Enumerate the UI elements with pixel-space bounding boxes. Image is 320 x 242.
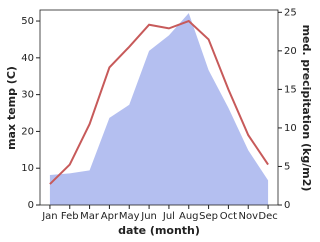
y-tick-label: 20 [21, 126, 34, 137]
y2-tick-label: 25 [284, 7, 297, 18]
y2-axis-label: med. precipitation (kg/m2) [300, 25, 313, 192]
y-tick-label: 50 [21, 16, 34, 27]
y-axis-label: max temp (C) [5, 66, 18, 150]
y-tick-label: 40 [21, 53, 34, 64]
y-tick-label: 30 [21, 90, 34, 101]
x-tick-label: Jun [140, 211, 157, 222]
x-tick-label: Nov [238, 211, 258, 222]
y-tick-label: 10 [21, 163, 34, 174]
y2-tick-label: 0 [284, 200, 290, 211]
x-tick-label: Oct [220, 211, 237, 222]
temp-line [49, 19, 269, 185]
y2-tick-label: 5 [284, 161, 290, 172]
y2-tick-label: 20 [284, 46, 297, 57]
x-tick-label: May [119, 211, 140, 222]
x-tick-label: Jan [41, 211, 57, 222]
y-tick-label: 0 [28, 200, 34, 211]
x-tick-label: Mar [80, 211, 100, 222]
x-axis-label: date (month) [118, 224, 200, 237]
x-tick-label: Dec [258, 211, 277, 222]
x-tick-label: Aug [179, 211, 199, 222]
x-tick-label: Feb [61, 211, 79, 222]
y2-tick-label: 10 [284, 123, 297, 134]
precipitation-area [49, 13, 269, 205]
plot-frame [39, 9, 279, 206]
x-tick-label: Sep [199, 211, 218, 222]
x-tick-label: Jul [162, 211, 175, 222]
y2-tick-label: 15 [284, 84, 297, 95]
x-tick-label: Apr [101, 211, 119, 222]
